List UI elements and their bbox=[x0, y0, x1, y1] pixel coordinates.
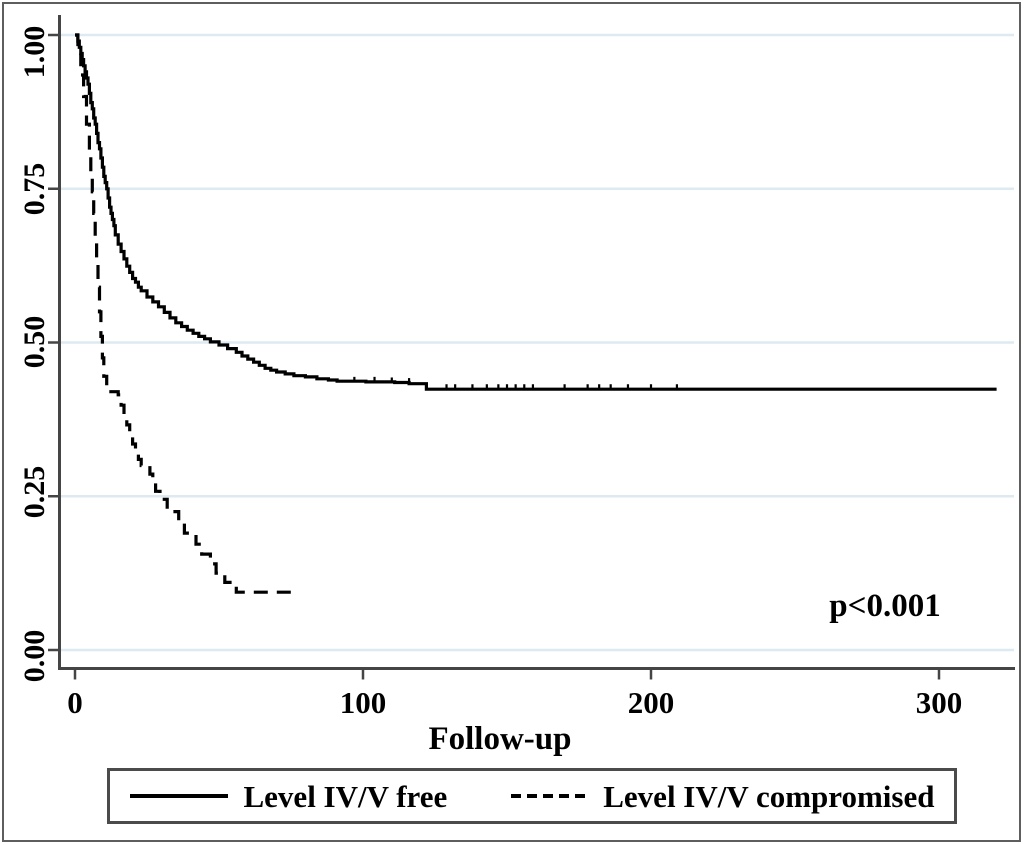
legend-swatch-solid-line bbox=[129, 794, 228, 798]
y-tick-label-1.00: 1.00 bbox=[18, 26, 51, 79]
km-curve-free bbox=[75, 33, 997, 391]
x-tick-label-300: 300 bbox=[916, 685, 963, 720]
x-tick-label-0: 0 bbox=[67, 685, 83, 720]
y-tick-label-0.25: 0.25 bbox=[18, 466, 51, 519]
p-value-annotation: p<0.001 bbox=[829, 588, 940, 624]
x-axis-title: Follow-up bbox=[428, 721, 571, 757]
x-tick-label-100: 100 bbox=[340, 685, 387, 720]
legend-label-free: Level IV/V free bbox=[243, 778, 448, 814]
km-plot-area: 0.00 0.25 0.50 0.75 1.00 0 100 200 300 F… bbox=[18, 15, 1015, 757]
y-tick-label-0.00: 0.00 bbox=[18, 630, 51, 683]
x-tick-label-200: 200 bbox=[628, 685, 675, 720]
legend-label-compromised: Level IV/V compromised bbox=[603, 778, 935, 814]
legend-box: Level IV/V free Level IV/V compromised bbox=[107, 768, 957, 824]
y-tick-label-0.75: 0.75 bbox=[18, 163, 51, 216]
km-curve-compromised bbox=[75, 33, 294, 594]
y-tick-label-0.50: 0.50 bbox=[18, 316, 51, 369]
legend-swatch-dashed-line bbox=[511, 794, 590, 798]
